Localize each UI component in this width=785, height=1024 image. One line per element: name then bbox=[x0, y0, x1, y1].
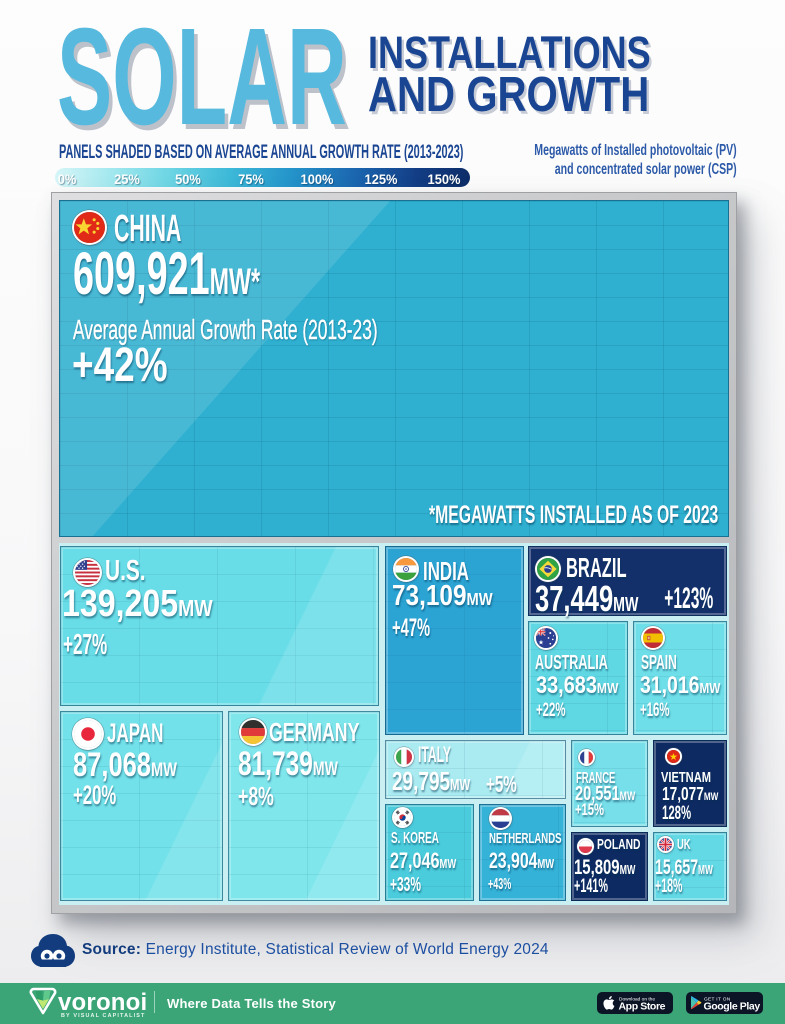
svg-text:Google Play: Google Play bbox=[704, 1001, 761, 1013]
svg-text:GET IT ON: GET IT ON bbox=[704, 996, 731, 1002]
svg-text:Download on the: Download on the bbox=[619, 996, 655, 1002]
svg-text:App Store: App Store bbox=[619, 1001, 666, 1013]
